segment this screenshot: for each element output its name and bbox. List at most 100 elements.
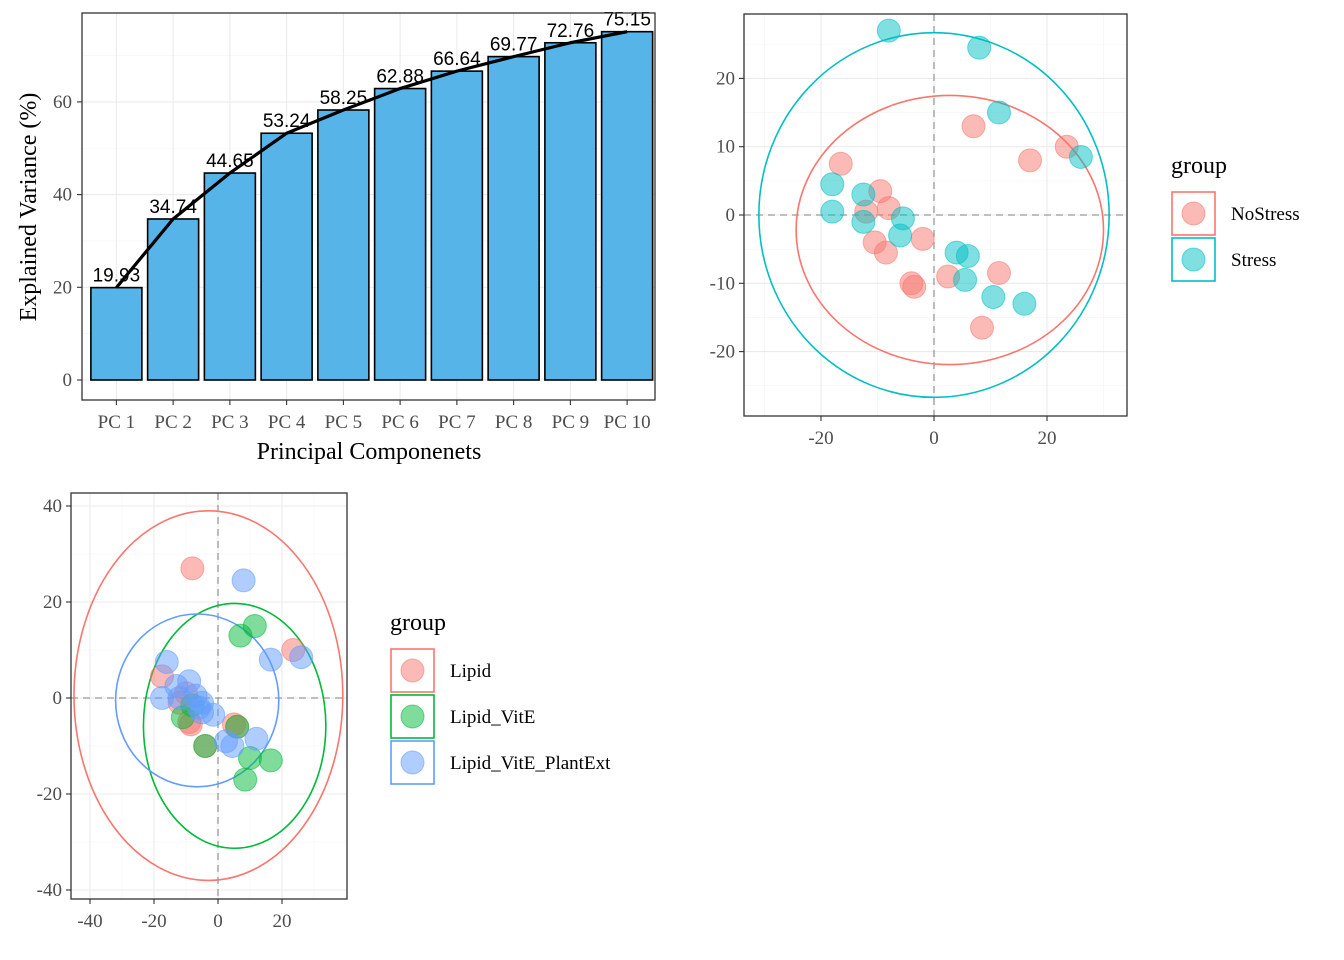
bar-value-label: 44.65 <box>206 151 254 172</box>
point-stress <box>851 182 876 207</box>
bar-pc3 <box>203 172 257 381</box>
treatment-pca-points <box>150 556 314 792</box>
point-stress <box>967 35 992 60</box>
bar-value-label: 62.88 <box>376 67 424 88</box>
point-nostress <box>961 114 986 139</box>
bar-value-label: 75.15 <box>603 10 651 31</box>
y-tick-label: 40 <box>43 496 62 517</box>
point-stress <box>1068 144 1093 169</box>
point-lipid-vite-plantext <box>201 702 226 727</box>
x-tick-label: PC 1 <box>98 412 136 433</box>
point-lipid-vite-plantext <box>258 647 283 672</box>
treatment-pca-ellipses <box>73 509 344 882</box>
legend-label-lipid: Lipid <box>450 661 492 682</box>
legend-label-nostress: NoStress <box>1231 204 1300 225</box>
bar-value-label: 58.25 <box>320 88 368 109</box>
ellipse-lipid-vite <box>142 602 327 850</box>
legend-key-lipid-vite-plantext <box>390 740 435 785</box>
bar-pc7 <box>430 70 484 381</box>
scree-plot-y-axis-title: Explained Variance (%) <box>16 93 42 322</box>
point-stress <box>888 223 913 248</box>
stress-pca-x-ticks: -20 0 20 <box>808 416 1057 449</box>
x-tick-label: PC 5 <box>325 412 363 433</box>
bar-pc8 <box>487 55 540 381</box>
y-tick-label: 0 <box>53 688 63 709</box>
scree-plot: 19.93 34.74 44.65 53.24 58.25 62.88 66.64 69.77… <box>16 10 656 465</box>
x-tick-label: 0 <box>213 911 223 932</box>
stress-pca-ellipses <box>758 31 1110 399</box>
x-tick-label: PC 4 <box>268 412 306 433</box>
x-tick-label: PC 6 <box>381 412 419 433</box>
y-tick-label: 20 <box>53 277 72 298</box>
bar-value-label: 34.74 <box>149 197 197 218</box>
scree-plot-y-ticks: 0 20 40 60 <box>53 92 82 391</box>
x-tick-label: 0 <box>929 428 939 449</box>
bar-value-label: 19.93 <box>93 266 141 287</box>
x-tick-label: PC 9 <box>552 412 590 433</box>
legend-swatch-stress <box>1181 247 1206 272</box>
point-lipid-vite-plantext <box>289 645 314 670</box>
point-lipid-vite <box>233 767 258 792</box>
treatment-pca-legend: group Lipid Lipid_VitE Lipid_VitE_PlantExt <box>390 610 611 785</box>
point-nostress <box>986 261 1011 286</box>
x-tick-label: PC 8 <box>495 412 533 433</box>
x-tick-label: PC 10 <box>604 412 651 433</box>
stress-pca-reference-lines <box>744 14 1127 416</box>
scree-plot-bars <box>90 30 654 381</box>
bar-value-label: 69.77 <box>490 35 538 56</box>
legend-label-stress: Stress <box>1231 250 1276 271</box>
y-tick-label: -10 <box>710 273 735 294</box>
point-nostress <box>970 315 995 340</box>
bar-pc2 <box>146 218 200 381</box>
point-stress <box>820 199 845 224</box>
point-lipid-vite-plantext <box>154 650 179 674</box>
legend-swatch-lipid-vite-plantext <box>400 750 425 775</box>
treatment-pca-scatter: 40 20 0 -20 -40 -40 -20 0 20 group Lipid Lipid_V… <box>37 492 611 932</box>
treatment-pca-legend-title: group <box>390 610 446 636</box>
y-tick-label: 20 <box>716 68 735 89</box>
bar-value-label: 66.64 <box>433 49 481 70</box>
bar-pc6 <box>373 87 427 381</box>
y-tick-label: -20 <box>37 784 62 805</box>
bar-pc10 <box>600 30 654 381</box>
y-tick-label: 20 <box>43 592 62 613</box>
point-nostress <box>828 151 853 176</box>
legend-swatch-nostress <box>1181 201 1206 226</box>
scree-plot-x-axis-title: Principal Componenets <box>257 439 482 465</box>
point-stress <box>820 172 845 197</box>
point-lipid-vite-plantext <box>231 568 256 593</box>
point-nostress <box>902 274 927 299</box>
treatment-pca-y-ticks: 40 20 0 -20 -40 <box>37 496 71 901</box>
scree-plot-value-labels: 19.93 34.74 44.65 53.24 58.25 62.88 66.64 69.77… <box>93 10 651 287</box>
stress-pca-legend-title: group <box>1171 153 1227 179</box>
bar-pc1 <box>90 286 143 381</box>
legend-swatch-lipid <box>400 658 425 683</box>
x-tick-label: 20 <box>273 911 292 932</box>
cumulative-line <box>115 30 628 289</box>
point-stress <box>953 267 978 292</box>
point-nostress <box>910 226 935 251</box>
stress-pca-legend: group NoStress Stress <box>1171 153 1300 282</box>
stress-pca-scatter: 20 10 0 -10 -20 -20 0 20 group NoStress Stress <box>710 13 1300 449</box>
ellipse-nostress <box>795 94 1105 366</box>
legend-label-lipid-vite: Lipid_VitE <box>450 707 535 728</box>
point-nostress <box>1018 148 1043 173</box>
legend-swatch-lipid-vite <box>400 704 425 729</box>
y-tick-label: -40 <box>37 880 62 901</box>
x-tick-label: 20 <box>1038 428 1057 449</box>
point-stress <box>851 209 876 234</box>
x-tick-label: -20 <box>808 428 833 449</box>
point-stress <box>1012 291 1037 316</box>
bar-pc5 <box>317 109 370 381</box>
point-stress <box>986 100 1011 125</box>
y-tick-label: 10 <box>716 137 735 158</box>
y-tick-label: 40 <box>53 185 72 206</box>
point-lipid-vite <box>193 734 218 758</box>
point-stress <box>876 18 901 43</box>
stress-pca-points <box>820 18 1093 340</box>
treatment-pca-border <box>70 492 348 900</box>
bar-value-label: 72.76 <box>547 21 595 42</box>
ellipse-lipid <box>73 509 344 882</box>
x-tick-label: PC 7 <box>438 412 476 433</box>
ellipse-lipid-vite-plantext <box>114 613 280 788</box>
